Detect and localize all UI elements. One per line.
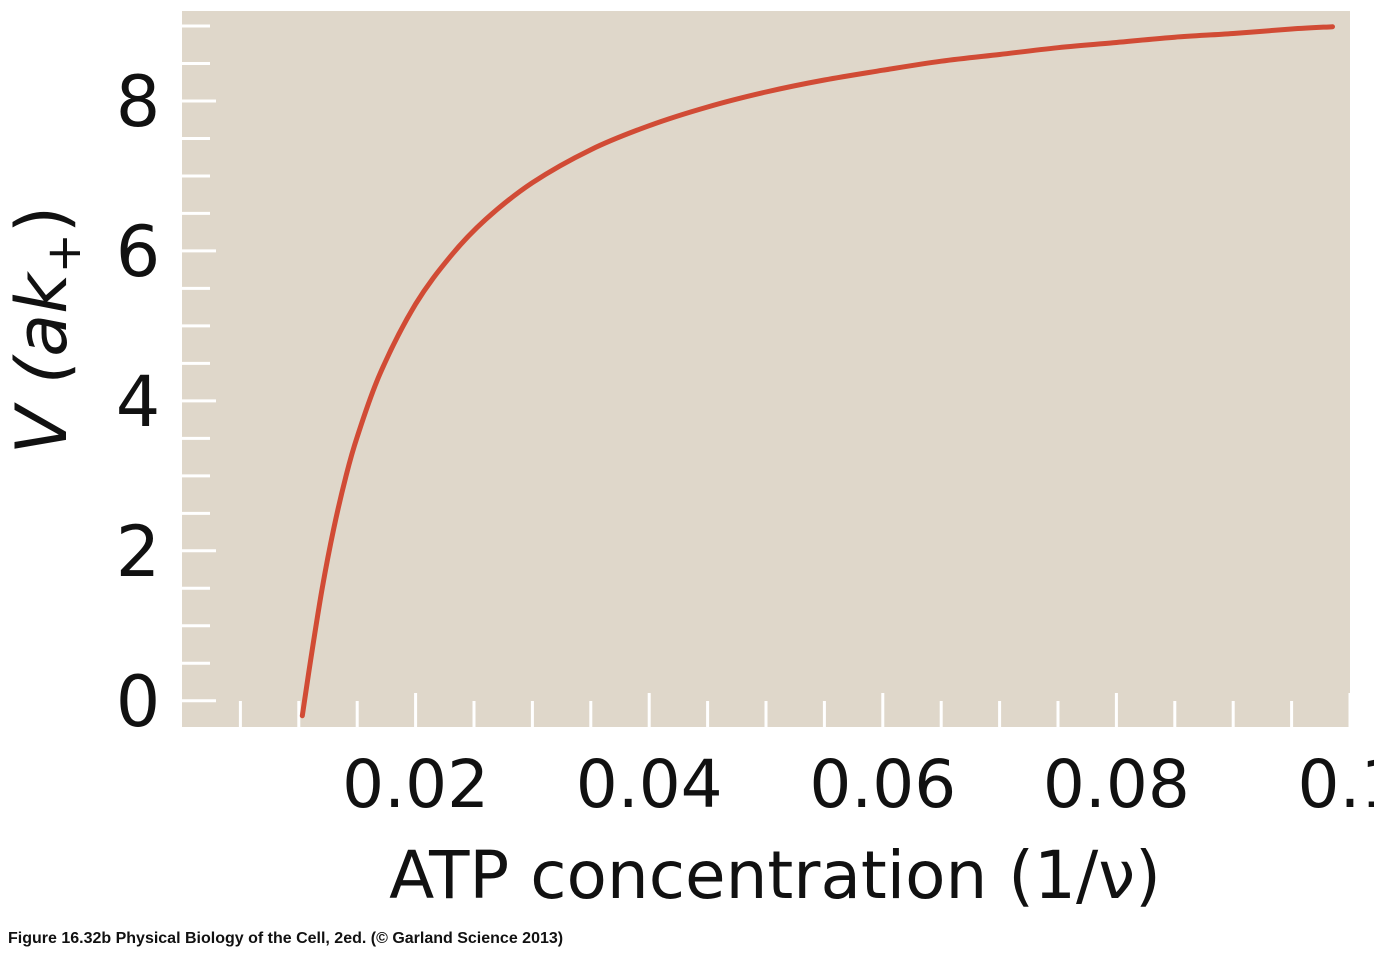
y-tick-label: 2 (116, 511, 161, 593)
x-tick-labels: 0.02 0.04 0.06 0.08 0.1 (342, 746, 1374, 823)
y-tick-label: 8 (116, 61, 161, 143)
plot-area (182, 11, 1350, 727)
y-tick-label: 6 (116, 211, 161, 293)
y-tick-labels: 0 2 4 6 8 (116, 61, 161, 743)
y-axis-title-close: ) (1, 206, 83, 233)
x-tick-label: 0.06 (809, 746, 956, 823)
y-axis-title-subscript: + (36, 233, 92, 273)
x-tick-label: 0.08 (1043, 746, 1190, 823)
x-tick-label: 0.02 (342, 746, 489, 823)
x-axis-title: ATP concentration (1/ν) (389, 837, 1161, 914)
velocity-curve-line (299, 24, 1335, 719)
x-tick-label: 0.04 (576, 746, 723, 823)
x-tick-label: 0.1 (1298, 746, 1374, 823)
y-tick-label: 0 (116, 661, 161, 743)
y-axis-title-main: V (ak (1, 271, 83, 454)
figure-caption: Figure 16.32b Physical Biology of the Ce… (8, 930, 564, 947)
axis-ticks (182, 24, 1352, 727)
y-tick-label: 4 (116, 361, 161, 443)
y-axis-title: V (ak+) (1, 206, 92, 454)
